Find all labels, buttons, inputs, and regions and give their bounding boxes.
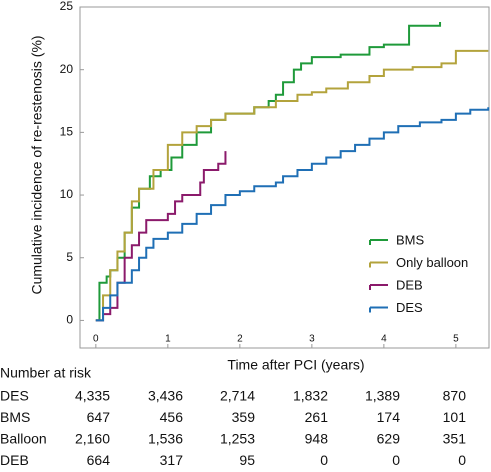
risk-value: 456 [160,409,184,425]
x-axis-label: Time after PCI (years) [227,357,364,373]
risk-value: 317 [160,452,184,468]
x-tick-label: 4 [381,334,387,345]
risk-value: 1,253 [220,431,255,447]
y-tick-label: 25 [60,0,74,13]
y-tick-label: 15 [60,125,74,139]
risk-value: 95 [239,452,255,468]
y-tick-label: 0 [66,313,73,327]
risk-row-label: DEB [0,452,29,468]
risk-value: 2,160 [75,431,110,447]
risk-value: 629 [377,431,401,447]
legend-label: DEB [396,277,423,292]
risk-value: 664 [87,452,111,468]
x-tick-label: 2 [237,334,243,345]
risk-table-title: Number at risk [0,365,92,381]
risk-value: 101 [443,409,467,425]
legend-label: Only balloon [396,255,468,270]
survival-curve [95,151,227,322]
risk-row-label: BMS [0,409,30,425]
legend-label: BMS [396,232,425,247]
risk-value: 1,389 [365,388,400,404]
risk-value: 2,714 [220,388,255,404]
y-axis-label: Cumulative incidence of re-restenosis (%… [29,35,45,294]
risk-value: 3,436 [148,388,183,404]
risk-row-label: Balloon [0,431,47,447]
risk-value: 0 [458,452,466,468]
y-tick-label: 10 [60,187,74,201]
x-tick-label: 1 [165,334,171,345]
x-tick-label: 5 [453,334,459,345]
y-tick-label: 20 [60,62,74,76]
risk-value: 647 [87,409,111,425]
risk-row-label: DES [0,388,29,404]
survival-curve [95,107,490,322]
risk-value: 261 [305,409,329,425]
y-tick-label: 5 [66,250,73,264]
risk-value: 1,536 [148,431,183,447]
risk-value: 174 [377,409,401,425]
risk-value: 359 [232,409,256,425]
survival-curve [95,22,442,322]
risk-value: 351 [443,431,467,447]
plot-frame [79,6,490,349]
risk-value: 0 [320,452,328,468]
risk-value: 1,832 [293,388,328,404]
risk-value: 870 [443,388,467,404]
survival-curve [95,49,489,322]
x-tick-label: 0 [93,334,99,345]
x-tick-label: 3 [309,334,315,345]
risk-value: 0 [392,452,400,468]
risk-value: 948 [305,431,329,447]
risk-value: 4,335 [75,388,110,404]
legend-label: DES [396,300,423,315]
